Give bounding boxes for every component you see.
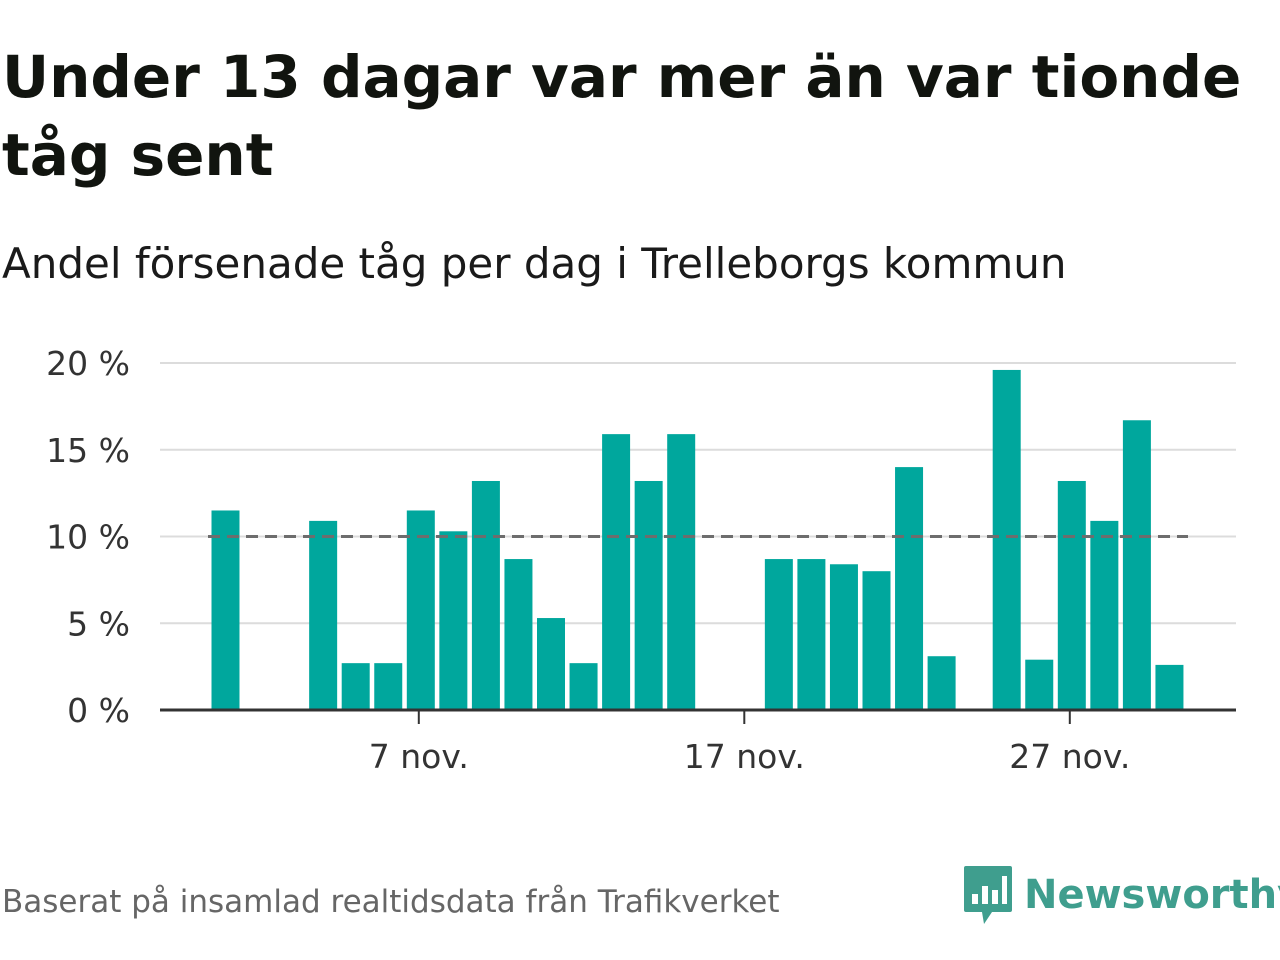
bar bbox=[471, 480, 500, 710]
bar bbox=[927, 656, 956, 710]
y-tick-label: 15 % bbox=[46, 431, 130, 470]
bar bbox=[1057, 480, 1086, 710]
y-tick-label: 5 % bbox=[67, 604, 130, 643]
bar bbox=[439, 531, 468, 710]
bar bbox=[211, 510, 240, 710]
bar bbox=[504, 559, 533, 710]
bar bbox=[1122, 420, 1151, 710]
bar bbox=[374, 663, 403, 710]
chart-title: Under 13 dagar var mer än var tionde tåg… bbox=[2, 43, 1242, 189]
bar bbox=[537, 618, 565, 710]
bar bbox=[829, 564, 858, 710]
bar bbox=[895, 467, 924, 710]
brand-name: Newsworthy bbox=[1024, 872, 1280, 918]
y-tick-label: 10 % bbox=[46, 518, 130, 557]
chart-subtitle: Andel försenade tåg per dag i Trelleborg… bbox=[2, 239, 1067, 288]
bar bbox=[569, 663, 598, 710]
bar bbox=[634, 480, 663, 710]
bar bbox=[992, 369, 1021, 710]
bar bbox=[1025, 659, 1054, 710]
bar bbox=[1090, 520, 1119, 710]
grid-lines bbox=[160, 362, 1236, 625]
x-tick-label: 27 nov. bbox=[1009, 737, 1130, 776]
newsworthy-logo-icon bbox=[964, 866, 1012, 924]
y-axis-labels: 0 % 5 % 10 % 15 % 20 % bbox=[46, 344, 130, 730]
bar bbox=[667, 434, 696, 710]
bar bbox=[1155, 664, 1184, 710]
y-tick-label: 20 % bbox=[46, 344, 130, 383]
source-footnote: Baserat på insamlad realtidsdata från Tr… bbox=[2, 884, 780, 920]
x-axis-labels: 7 nov. 17 nov. 27 nov. bbox=[369, 737, 1131, 776]
bar bbox=[602, 434, 631, 710]
brand-logo: Newsworthy bbox=[962, 862, 1280, 928]
bar bbox=[309, 520, 338, 710]
y-tick-label: 0 % bbox=[67, 691, 130, 730]
bar bbox=[797, 559, 826, 710]
bar bbox=[764, 559, 793, 710]
x-tick-label: 17 nov. bbox=[684, 737, 805, 776]
bar bbox=[406, 510, 435, 710]
bar-chart: 0 % 5 % 10 % 15 % 20 % 7 nov. 17 nov. 27 nov. bbox=[46, 344, 1236, 776]
bar bbox=[341, 663, 370, 710]
x-axis bbox=[160, 708, 1236, 724]
bar bbox=[862, 571, 891, 710]
x-tick-label: 7 nov. bbox=[369, 737, 469, 776]
bars bbox=[211, 369, 1184, 710]
